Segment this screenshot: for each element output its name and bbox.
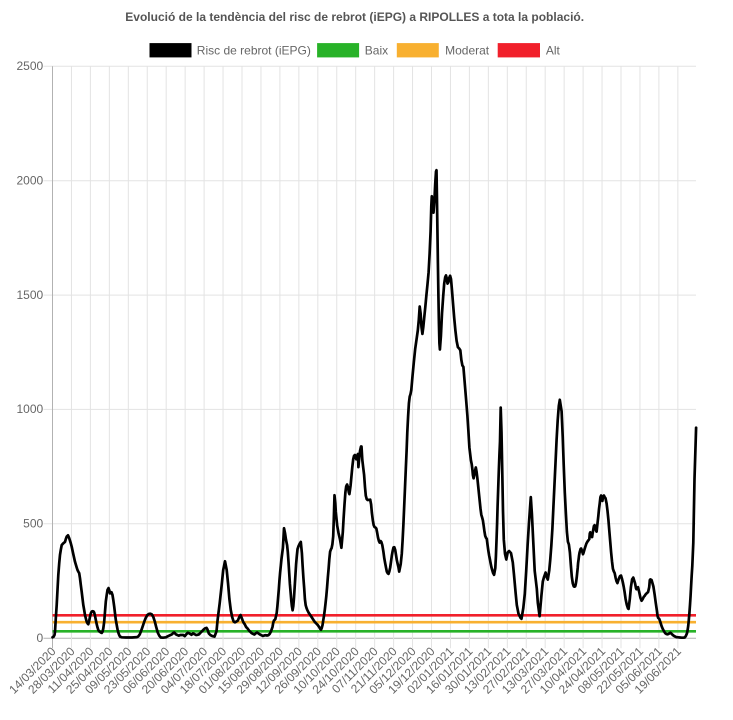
svg-text:0: 0 bbox=[37, 631, 44, 645]
svg-text:1500: 1500 bbox=[16, 288, 43, 302]
svg-text:500: 500 bbox=[23, 517, 43, 531]
svg-text:2500: 2500 bbox=[16, 59, 43, 73]
svg-text:Evolució de la tendència del r: Evolució de la tendència del risc de reb… bbox=[125, 10, 584, 24]
svg-text:2000: 2000 bbox=[16, 173, 43, 187]
svg-text:Risc de rebrot (iEPG): Risc de rebrot (iEPG) bbox=[197, 44, 311, 58]
svg-text:Alt: Alt bbox=[546, 44, 561, 58]
svg-text:1000: 1000 bbox=[16, 402, 43, 416]
svg-text:Moderat: Moderat bbox=[445, 44, 490, 58]
svg-text:Baix: Baix bbox=[365, 44, 388, 58]
